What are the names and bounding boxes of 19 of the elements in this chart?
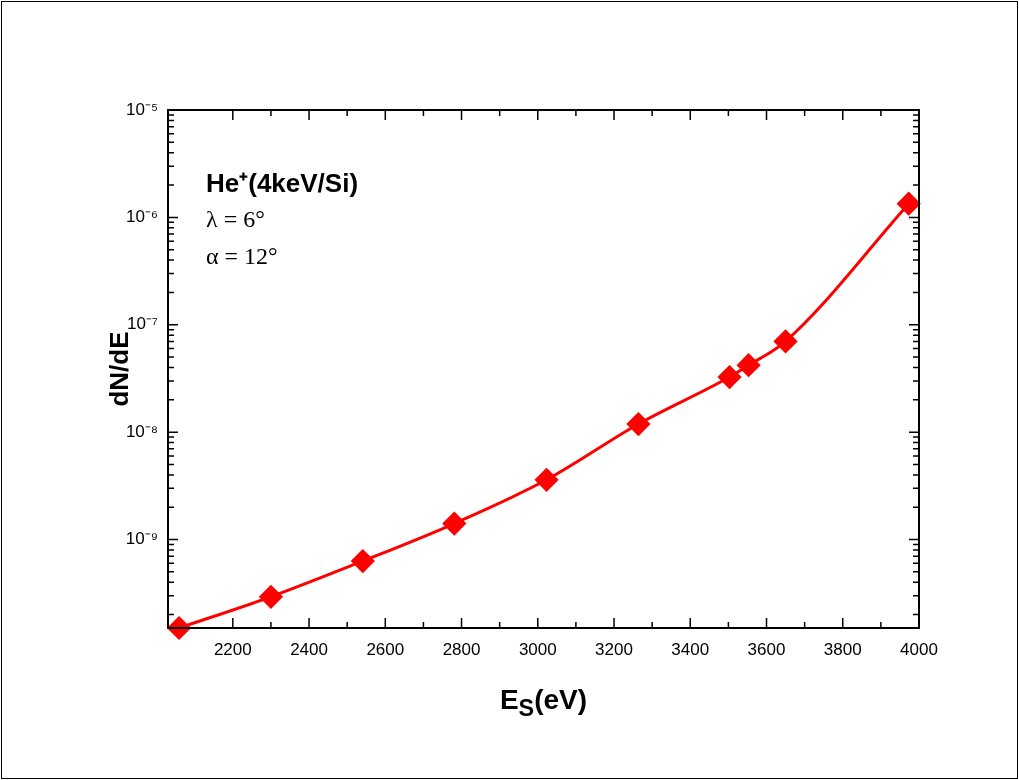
annotation: λ = 6° [206,205,266,234]
x-tick-label: 3800 [823,639,862,659]
y-tick-label: 10⁻⁸ [125,421,158,441]
x-tick-label: 4000 [900,639,938,659]
x-tick-label: 2200 [213,639,252,659]
y-axis-title: dN/dE [103,331,135,407]
x-tick-label: 3400 [671,639,710,659]
x-tick-label: 3200 [595,639,633,659]
x-tick-label: 3600 [747,639,786,659]
x-tick-label: 2600 [366,639,405,659]
x-tick-label: 2800 [442,639,481,659]
annotation: α = 12° [206,242,279,271]
annotation: He⁺(4keV/Si) [206,167,359,200]
x-tick-label: 2400 [290,639,328,659]
y-tick-label: 10⁻⁵ [126,99,158,119]
x-axis-title: E$_{S}$(eV) [499,684,588,722]
y-tick-label: 10⁻⁶ [126,207,158,227]
y-tick-label: 10⁻⁹ [125,529,158,549]
x-tick-label: 3000 [518,639,557,659]
